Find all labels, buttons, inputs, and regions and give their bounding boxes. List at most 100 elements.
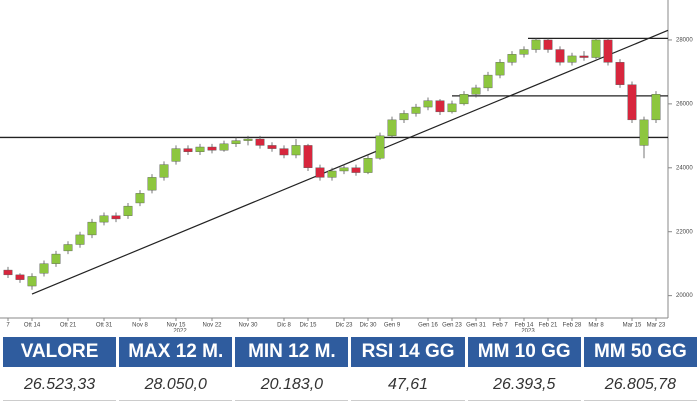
x-tick-label: 7 [6, 323, 10, 329]
candle-body [639, 119, 649, 146]
x-tick-label: Dic 15 [299, 323, 317, 329]
candle-body [651, 94, 661, 121]
candle-body [171, 148, 181, 162]
x-tick-label: Mar 15 [623, 323, 642, 329]
candle-body [207, 146, 217, 151]
chart: 20000 22000 24000 26000 28000 7 Ott 14 Ott 21 Ot… [0, 0, 693, 332]
candle-body [231, 140, 241, 145]
candle-body [519, 49, 529, 55]
candle-body [75, 234, 85, 245]
candle-body [615, 62, 625, 85]
candle-body [147, 177, 157, 191]
x-tick-label: Gen 9 [384, 323, 401, 329]
x-tick-label: Nov 22 [202, 323, 222, 329]
candle-body [99, 215, 109, 223]
candle-body [111, 215, 121, 220]
candle-body [627, 84, 637, 121]
candle-body [387, 119, 397, 137]
table-header: MIN 12 M. [235, 337, 349, 367]
candle-body [483, 74, 493, 89]
candle-body [243, 138, 253, 141]
x-tick-label: Nov 8 [132, 323, 148, 329]
candle-body [495, 62, 505, 76]
y-tick-label: 20000 [676, 293, 693, 299]
x-tick-label: Feb 28 [563, 323, 582, 329]
table-cell: 26.523,33 [3, 370, 117, 401]
candle-body [3, 269, 13, 276]
x-tick-label: Gen 31 [466, 323, 486, 329]
table-header: VALORE [3, 337, 117, 367]
table-header: MM 10 GG [467, 337, 581, 367]
x-tick-label: Feb 7 [492, 323, 508, 329]
candle-body [183, 148, 193, 153]
x-tick-label: Mar 8 [588, 323, 604, 329]
candle-body [399, 113, 409, 121]
candle-body [363, 158, 373, 173]
table-cell: 26.393,5 [467, 370, 581, 401]
candle-body [27, 276, 37, 287]
x-tick-label: Gen 16 [418, 323, 438, 329]
candle-body [603, 39, 613, 63]
table-cell: 28.050,0 [119, 370, 233, 401]
candle-body [567, 55, 577, 63]
x-tick-label: Dic 23 [335, 323, 353, 329]
x-tick-label: Nov 15 [166, 323, 186, 329]
candle-body [315, 167, 325, 178]
candle-body [123, 205, 133, 216]
x-tick-label: Feb 21 [539, 323, 558, 329]
x-tick-label: Dic 30 [359, 323, 377, 329]
x-tick-label: Feb 14 [515, 323, 534, 329]
x-tick-label: Dic 8 [277, 323, 291, 329]
year-label: 2022 [173, 329, 187, 332]
trend-line [31, 29, 669, 295]
candle-body [255, 138, 265, 146]
x-tick-label: Gen 23 [442, 323, 462, 329]
candle-body [471, 87, 481, 95]
candle-body [375, 135, 385, 159]
candle-body [219, 143, 229, 151]
table-cell: 20.183,0 [235, 370, 349, 401]
y-tick-label: 28000 [676, 38, 693, 44]
x-tick-label: Nov 30 [238, 323, 258, 329]
candle-body [87, 221, 97, 236]
table-header: MAX 12 M. [119, 337, 233, 367]
candle-body [15, 274, 25, 280]
candle-body [327, 170, 337, 178]
candle-body [279, 148, 289, 156]
y-tick-label: 22000 [676, 229, 693, 235]
candle-body [507, 54, 517, 63]
x-tick-label: Mar 23 [647, 323, 666, 329]
candle-body [159, 164, 169, 178]
candle-body [459, 94, 469, 105]
table-header: RSI 14 GG [351, 337, 465, 367]
candle-body [339, 167, 349, 172]
candle-body [411, 106, 421, 114]
candle-body [195, 146, 205, 153]
candle-body [351, 167, 361, 173]
candle-body [135, 193, 145, 204]
table-header: MM 50 GG [583, 337, 697, 367]
y-tick-label: 26000 [676, 101, 693, 107]
candle-body [39, 263, 49, 274]
candle-body [591, 39, 601, 58]
candle-body [51, 253, 61, 264]
x-tick-label: Ott 21 [60, 323, 77, 329]
y-tick-label: 24000 [676, 165, 693, 171]
stats-table: VALORE MAX 12 M. MIN 12 M. RSI 14 GG MM 10 G… [0, 334, 700, 404]
candle-body [303, 145, 313, 168]
year-label: 2023 [521, 329, 535, 332]
candle-body [531, 39, 541, 50]
candle-body [579, 55, 589, 58]
candle-body [543, 39, 553, 50]
candle-body [63, 244, 73, 252]
table-cell: 26.805,78 [583, 370, 697, 401]
candle-body [267, 145, 277, 149]
table-cell: 47,61 [351, 370, 465, 401]
x-tick-label: Ott 31 [96, 323, 113, 329]
x-tick-label: Ott 14 [24, 323, 41, 329]
candle-body [447, 103, 457, 113]
candle-body [291, 145, 301, 156]
candle-body [555, 49, 565, 63]
candle-body [423, 100, 433, 108]
